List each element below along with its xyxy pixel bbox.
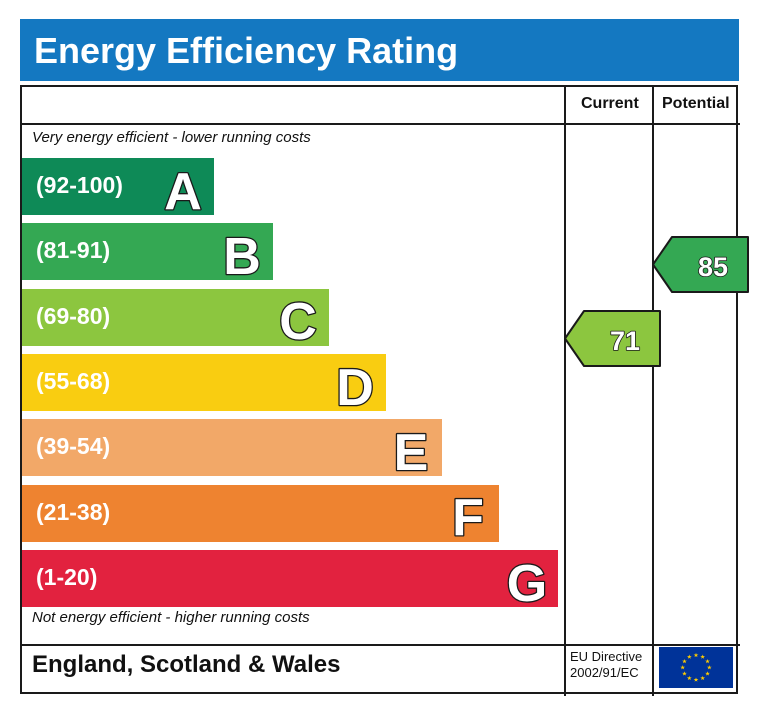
svg-text:85: 85 <box>698 252 728 282</box>
svg-text:D: D <box>336 359 374 414</box>
svg-text:G: G <box>507 555 547 610</box>
svg-text:B: B <box>223 228 261 283</box>
svg-text:E: E <box>394 424 429 479</box>
svg-text:C: C <box>279 293 317 348</box>
svg-text:71: 71 <box>610 326 640 356</box>
svg-text:F: F <box>452 489 484 544</box>
svg-text:A: A <box>164 163 202 218</box>
